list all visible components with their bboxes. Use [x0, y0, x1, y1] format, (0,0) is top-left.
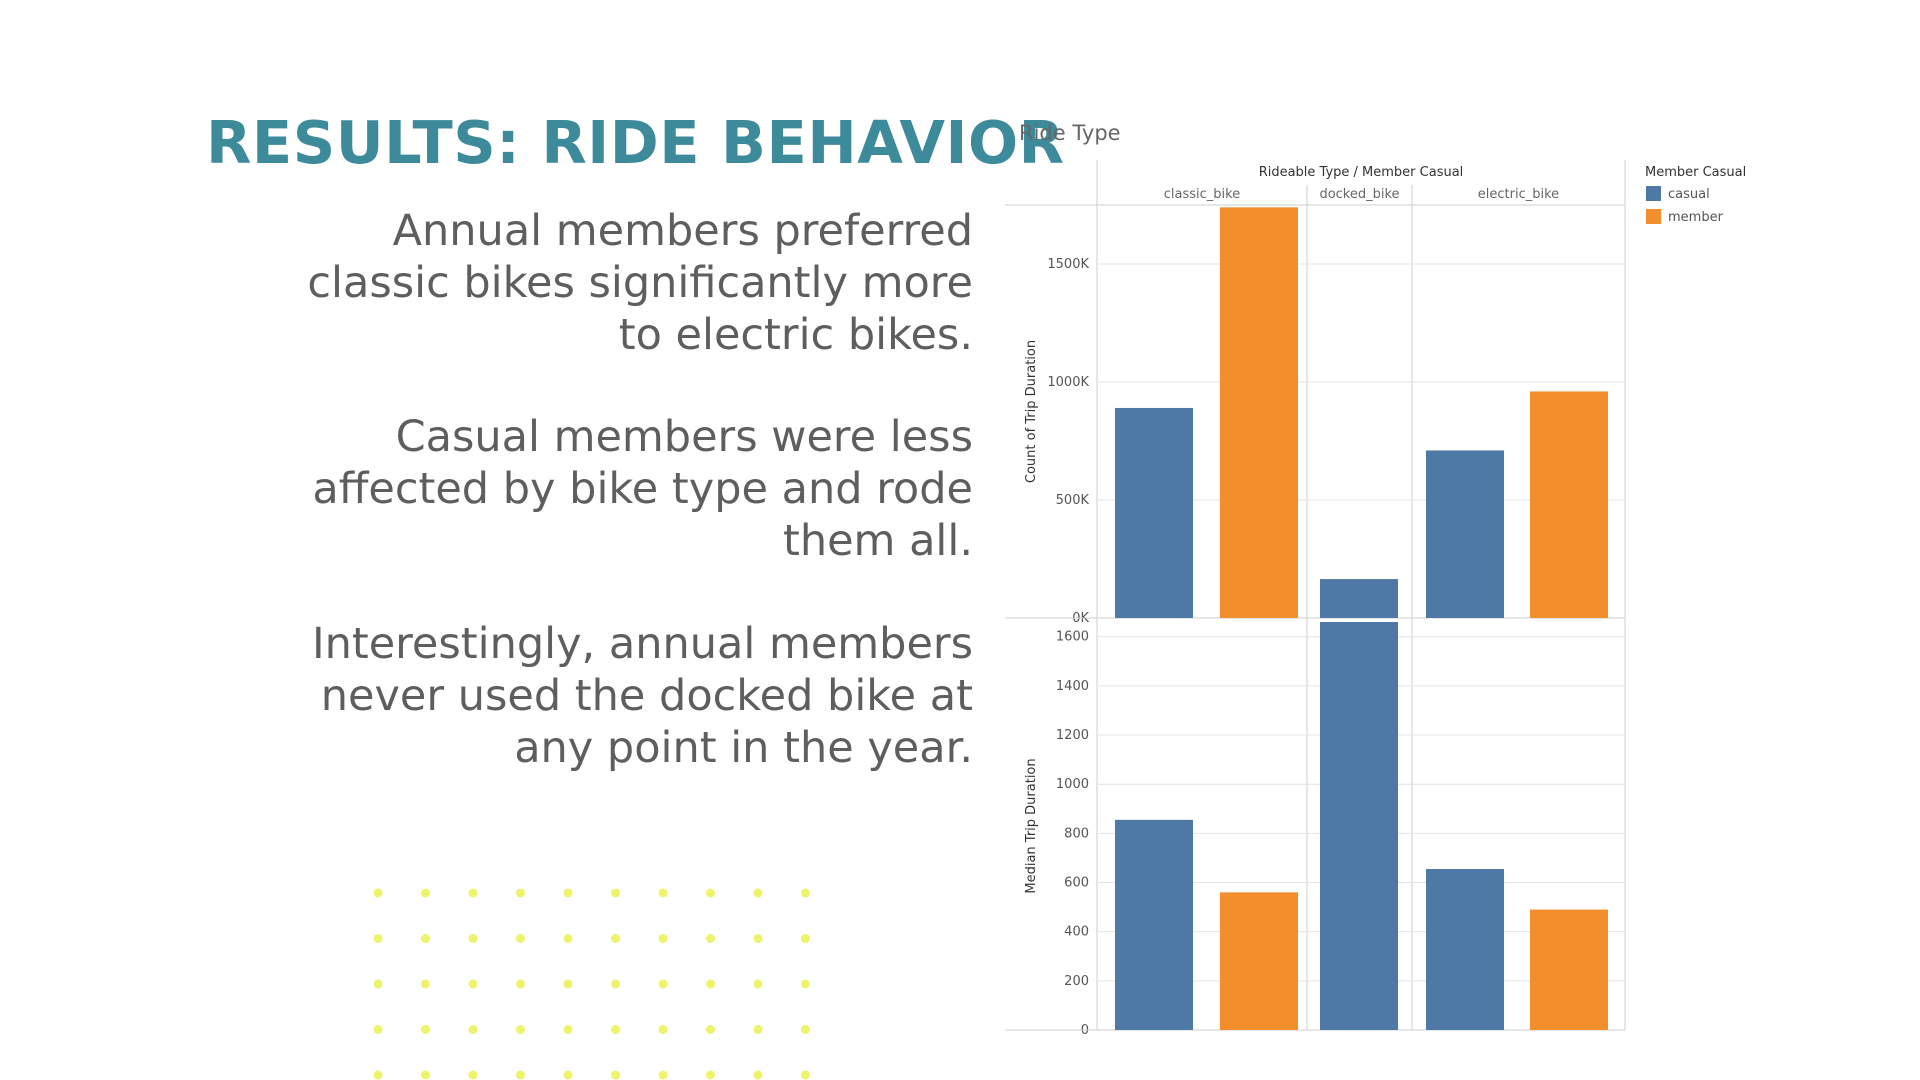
decorative-dot: [706, 934, 715, 943]
column-header: Rideable Type / Member Casual: [1259, 165, 1464, 180]
bar-classic_bike-casual: [1115, 819, 1193, 1030]
decorative-dot: [468, 1025, 478, 1034]
decorative-dot: [421, 888, 430, 898]
category-label-electric_bike: electric_bike: [1478, 187, 1559, 202]
decorative-dot: [801, 888, 810, 898]
decorative-dot: [658, 979, 668, 989]
bar-electric_bike-casual: [1426, 450, 1504, 618]
decorative-dot: [658, 1025, 668, 1034]
dot-grid-svg: [373, 888, 810, 1080]
decorative-dot: [801, 979, 810, 989]
paragraph-line: classic bikes significantly more: [307, 258, 973, 308]
text-paragraph-casual-all: Casual members were less affected by bik…: [253, 411, 973, 567]
decorative-dot: [658, 1070, 668, 1080]
paragraph-line: any point in the year.: [514, 723, 973, 773]
bar-classic_bike-member: [1220, 892, 1298, 1030]
decorative-dot: [516, 934, 525, 943]
paragraph-line: affected by bike type and rode: [312, 464, 973, 514]
decorative-dot: [706, 1070, 715, 1080]
y-axis-label: Count of Trip Duration: [1024, 340, 1039, 483]
paragraph-line: Interestingly, annual members: [311, 619, 973, 669]
decorative-dot: [563, 979, 573, 989]
decorative-dot: [611, 888, 620, 898]
legend-label-casual: casual: [1668, 187, 1710, 202]
decorative-dot: [516, 1070, 525, 1080]
decorative-dot: [516, 979, 525, 989]
decorative-dot: [468, 934, 478, 943]
decorative-dot: [563, 934, 573, 943]
decorative-dot: [468, 888, 478, 898]
y-tick-label: 200: [1064, 974, 1089, 989]
decorative-dot: [421, 1025, 430, 1034]
bar-classic_bike-member: [1220, 207, 1298, 619]
bar-classic_bike-casual: [1115, 407, 1193, 618]
y-tick-label: 500K: [1056, 493, 1090, 508]
decorative-dot: [516, 888, 525, 898]
decorative-dot: [611, 1070, 620, 1080]
slide-title: RESULTS: RIDE BEHAVIOR: [206, 108, 1065, 177]
y-tick-label: 400: [1064, 925, 1089, 940]
text-paragraph-members-classic: Annual members preferred classic bikes s…: [253, 205, 973, 361]
bar-electric_bike-member: [1530, 909, 1608, 1030]
decorative-dot: [468, 979, 478, 989]
y-tick-label: 1400: [1056, 679, 1089, 694]
y-tick-label: 1000: [1056, 777, 1089, 792]
decorative-dot: [753, 888, 763, 898]
decorative-dot: [658, 934, 668, 943]
y-tick-label: 1000K: [1047, 375, 1089, 390]
decorative-dot: [421, 934, 430, 943]
text-paragraph-docked: Interestingly, annual members never used…: [253, 618, 973, 774]
decorative-dot: [563, 1070, 573, 1080]
legend-swatch-member: [1646, 209, 1661, 224]
legend-swatch-casual: [1646, 186, 1661, 201]
decorative-dot: [373, 1025, 383, 1034]
decorative-dot: [753, 1025, 763, 1034]
bar-docked_bike-casual: [1320, 579, 1398, 618]
decorative-dot: [801, 1025, 810, 1034]
decorative-dot: [706, 888, 715, 898]
ride-type-chart: Ride Type Rideable Type / Member Casual cl…: [1005, 121, 1746, 1038]
decorative-dot: [753, 1070, 763, 1080]
paragraph-line: them all.: [782, 516, 973, 566]
y-tick-label: 600: [1064, 876, 1089, 891]
decorative-dot: [611, 934, 620, 943]
decorative-dot: [753, 979, 763, 989]
paragraph-line: to electric bikes.: [618, 310, 973, 360]
bar-electric_bike-member: [1530, 391, 1608, 618]
paragraph-line: never used the docked bike at: [320, 671, 973, 721]
decorative-dot: [563, 888, 573, 898]
decorative-dot: [468, 1070, 478, 1080]
y-tick-label: 1200: [1056, 728, 1089, 743]
decorative-dot: [611, 1025, 620, 1034]
decorative-dot: [421, 1070, 430, 1080]
y-tick-label: 800: [1064, 826, 1089, 841]
decorative-dot: [373, 934, 383, 943]
decorative-dot-grid: [366, 880, 826, 1080]
decorative-dot: [373, 1070, 383, 1080]
decorative-dot: [658, 888, 668, 898]
paragraph-line: Casual members were less: [395, 412, 973, 462]
bar-docked_bike-casual: [1320, 622, 1398, 1030]
decorative-dot: [801, 1070, 810, 1080]
category-label-classic_bike: classic_bike: [1164, 187, 1240, 202]
chart-title: Ride Type: [1019, 121, 1121, 145]
decorative-dot: [563, 1025, 573, 1034]
paragraph-line: Annual members preferred: [392, 206, 973, 256]
decorative-dot: [421, 979, 430, 989]
decorative-dot: [611, 979, 620, 989]
decorative-dot: [516, 1025, 525, 1034]
bar-electric_bike-casual: [1426, 869, 1504, 1030]
decorative-dot: [753, 934, 763, 943]
category-label-docked_bike: docked_bike: [1319, 187, 1399, 202]
decorative-dot: [373, 979, 383, 989]
decorative-dot: [373, 888, 383, 898]
y-axis-label: Median Trip Duration: [1024, 758, 1039, 893]
y-tick-label: 1600: [1056, 630, 1089, 645]
decorative-dot: [706, 979, 715, 989]
legend-title: Member Casual: [1645, 165, 1746, 180]
decorative-dot: [801, 934, 810, 943]
legend-label-member: member: [1668, 210, 1724, 225]
y-tick-label: 1500K: [1047, 257, 1089, 272]
decorative-dot: [706, 1025, 715, 1034]
